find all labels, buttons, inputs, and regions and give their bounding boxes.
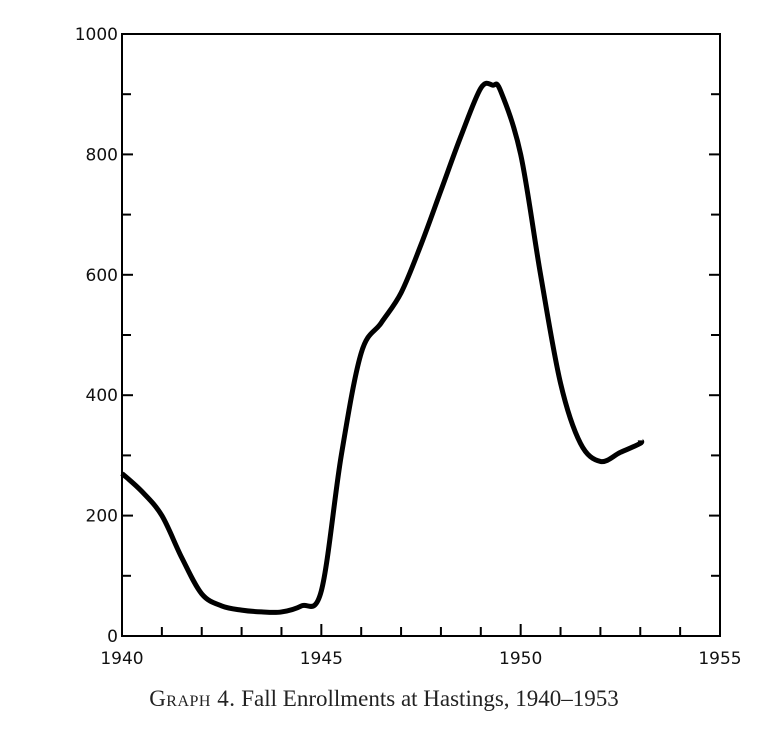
caption-lead: Graph 4. bbox=[149, 686, 236, 711]
x-tick-label: 1945 bbox=[300, 649, 343, 669]
y-tick-label: 200 bbox=[86, 507, 118, 527]
x-tick-label: 1950 bbox=[499, 649, 542, 669]
series-line bbox=[120, 80, 645, 615]
x-tick-label: 1940 bbox=[100, 649, 143, 669]
y-tick-label: 1000 bbox=[75, 25, 118, 45]
chart-caption: Graph 4. Fall Enrollments at Hastings, 1… bbox=[0, 686, 768, 712]
axes bbox=[121, 33, 721, 637]
y-tick-label: 600 bbox=[86, 266, 118, 286]
plot-frame bbox=[121, 33, 721, 637]
tick-labels: 0 200 400 600 800 1000 1940 1945 1950 1955 bbox=[75, 25, 742, 669]
x-tick-label: 1955 bbox=[698, 649, 741, 669]
ticks bbox=[121, 33, 721, 637]
y-tick-label: 0 bbox=[107, 627, 118, 647]
series-layer bbox=[120, 80, 645, 615]
caption-text: Fall Enrollments at Hastings, 1940–1953 bbox=[241, 686, 619, 711]
y-tick-label: 400 bbox=[86, 386, 118, 406]
y-tick-label: 800 bbox=[86, 145, 118, 165]
